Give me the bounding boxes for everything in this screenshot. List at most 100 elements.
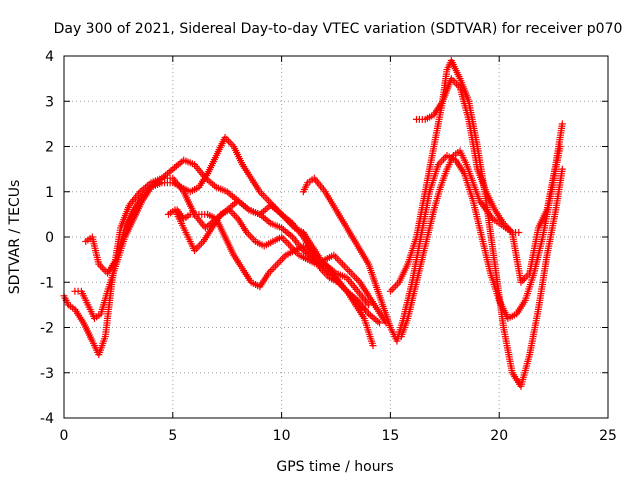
data-point-fill	[509, 231, 525, 284]
series-track-3	[82, 133, 368, 313]
data-point-fill	[349, 271, 362, 284]
series-track-7	[386, 57, 566, 390]
data-point	[347, 269, 355, 277]
data-point-fill	[205, 154, 219, 176]
data-point-fill	[461, 172, 476, 202]
data-point-fill	[344, 276, 360, 293]
data-point-fill	[518, 353, 533, 388]
data-point-fill	[491, 216, 501, 226]
data-point-fill	[138, 180, 153, 194]
data-point-fill	[279, 235, 293, 248]
data-point-fill	[322, 190, 339, 212]
data-point-fill	[483, 208, 495, 221]
data-point-fill	[355, 244, 371, 266]
data-point-fill	[219, 207, 231, 217]
series-track-5	[173, 206, 377, 350]
data-point-fill	[422, 145, 437, 193]
data-point-fill	[388, 280, 401, 293]
series-track-8	[413, 75, 566, 286]
data-point-fill	[122, 208, 137, 230]
y-tick-label: -4	[40, 411, 54, 427]
data-point-fill	[206, 212, 218, 222]
data-point-fill	[306, 257, 318, 267]
y-tick-label: 2	[45, 140, 54, 156]
data-point-fill	[79, 290, 91, 307]
data-point-fill	[254, 239, 266, 249]
chart-title: Day 300 of 2021, Sidereal Day-to-day VTE…	[54, 21, 623, 37]
data-point	[360, 305, 368, 313]
data-point-fill	[309, 244, 323, 262]
data-point-fill	[240, 163, 254, 180]
data-point-fill	[248, 176, 263, 194]
data-point-fill	[84, 235, 94, 244]
data-point-fill	[113, 226, 128, 261]
data-point-fill	[417, 235, 431, 266]
data-point-fill	[275, 253, 288, 266]
data-point-fill	[257, 271, 271, 289]
data-point-fill	[140, 185, 153, 198]
data-point-fill	[85, 303, 97, 320]
data-point-fill	[449, 76, 462, 90]
data-point-fill	[336, 280, 349, 293]
data-point-fill	[284, 248, 296, 258]
data-point-fill	[235, 217, 249, 234]
data-point-fill	[104, 262, 119, 293]
data-point-fill	[417, 190, 433, 239]
data-point-fill	[411, 262, 424, 293]
x-tick-label: 15	[381, 428, 399, 444]
series-track-4	[164, 206, 390, 327]
data-point-fill	[293, 243, 305, 253]
data-point-fill	[328, 275, 340, 285]
data-point-fill	[487, 272, 502, 302]
data-point	[386, 287, 394, 295]
data-point-fill	[426, 163, 441, 193]
data-point-fill	[198, 210, 209, 218]
ticks: 0 5 10 15 20 25 -4 -3 -2 -1 0 1 2 3 4	[40, 49, 617, 444]
data-point-fill	[457, 149, 469, 166]
data-point-fill	[544, 163, 559, 212]
data-point-fill	[355, 289, 371, 307]
data-point	[515, 228, 523, 236]
data-point-fill	[367, 311, 382, 325]
data-point-fill	[223, 135, 236, 149]
data-point-fill	[340, 262, 353, 275]
data-point-fill	[127, 190, 143, 207]
data-point-fill	[431, 186, 444, 212]
data-point-fill	[201, 226, 215, 244]
data-point-fill	[514, 298, 528, 316]
series-track-9	[397, 147, 523, 341]
data-point-fill	[457, 77, 472, 103]
data-point-fill	[89, 235, 102, 266]
data-point-fill	[131, 194, 145, 212]
data-point-fill	[171, 180, 183, 190]
data-point-fill	[448, 59, 463, 81]
data-point-fill	[423, 112, 436, 122]
data-point-fill	[293, 225, 305, 235]
data-point-fill	[353, 298, 366, 312]
data-point-fill	[357, 280, 371, 298]
data-point-fill	[240, 267, 254, 284]
data-point-fill	[439, 77, 454, 103]
data-point-fill	[188, 184, 201, 195]
y-tick-label: -3	[40, 366, 54, 382]
data-point-fill	[504, 226, 514, 235]
data-point-fill	[189, 210, 200, 218]
data-point-fill	[236, 198, 251, 212]
data-point-fill	[284, 217, 297, 230]
data-point-fill	[470, 199, 485, 239]
data-point-fill	[400, 281, 416, 320]
x-tick-label: 5	[168, 428, 177, 444]
data-point-fill	[306, 176, 316, 185]
data-point-fill	[431, 99, 445, 117]
data-point-fill	[131, 199, 145, 221]
data-point	[558, 165, 566, 173]
data-point-fill	[470, 181, 483, 202]
data-point-fill	[463, 163, 476, 184]
data-point-fill	[312, 176, 328, 194]
data-point-fill	[344, 226, 361, 248]
x-tick-label: 10	[273, 428, 291, 444]
data-point-fill	[506, 311, 518, 321]
data-point-fill	[161, 179, 174, 187]
data-point-fill	[332, 253, 345, 266]
data-point-fill	[415, 115, 426, 123]
